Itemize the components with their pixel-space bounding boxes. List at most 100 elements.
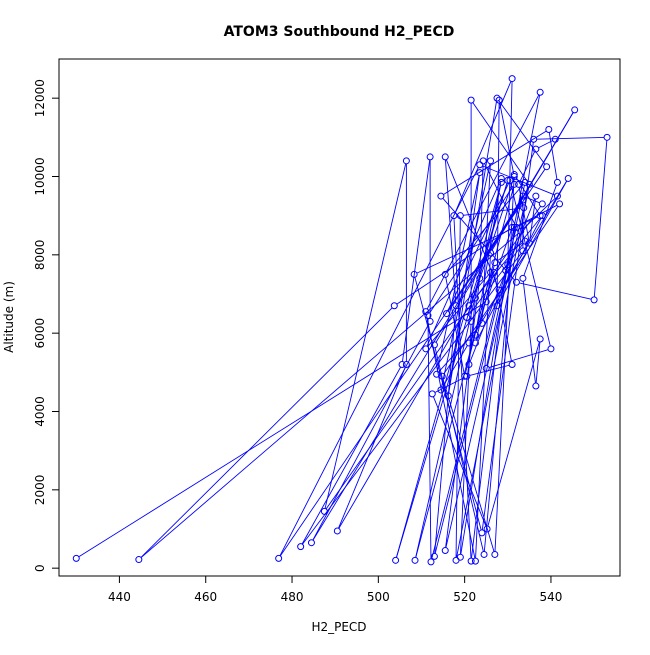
data-point — [532, 382, 540, 390]
series-segment — [456, 187, 530, 558]
data-point — [471, 339, 479, 347]
data-point — [553, 192, 561, 200]
series-segment — [481, 163, 491, 321]
data-point — [479, 157, 487, 165]
data-point — [487, 157, 495, 165]
y-tick-label: 4000 — [33, 396, 47, 427]
series-segment — [447, 168, 546, 312]
series-segment — [467, 179, 514, 315]
data-point — [497, 174, 505, 182]
data-point — [307, 539, 315, 547]
data-point — [519, 274, 527, 282]
series-segment — [460, 267, 508, 555]
data-point — [510, 223, 518, 231]
data-point — [463, 372, 471, 380]
series-segment — [469, 198, 536, 362]
data-point — [430, 341, 438, 349]
data-point — [482, 298, 490, 306]
data-point — [72, 554, 80, 562]
data-point — [510, 173, 518, 180]
data-point — [411, 556, 419, 564]
series-segment — [518, 187, 530, 241]
data-point — [525, 239, 533, 247]
series-segment — [455, 218, 461, 558]
y-tick-label: 2000 — [33, 475, 47, 506]
data-point — [547, 345, 555, 353]
y-tick-label: 12000 — [33, 79, 47, 117]
y-tick-label: 6000 — [33, 318, 47, 349]
data-point — [450, 212, 458, 220]
data-point — [465, 302, 473, 310]
data-point — [444, 392, 452, 400]
series-segment — [324, 163, 407, 509]
series-segment — [487, 341, 540, 527]
series-segment — [519, 151, 535, 182]
y-tick-label: 0 — [33, 564, 47, 572]
data-point — [478, 319, 486, 327]
data-point — [427, 558, 435, 566]
data-point — [422, 308, 430, 316]
series-segment — [140, 307, 393, 558]
series-segment — [468, 243, 524, 316]
data-point — [467, 96, 475, 104]
data-point — [135, 556, 143, 564]
series-segment — [525, 196, 540, 204]
series-segment — [468, 300, 476, 362]
data-point — [392, 556, 400, 564]
data-point — [506, 176, 514, 184]
series-segment — [460, 324, 472, 555]
series-segment — [395, 185, 501, 558]
data-point — [497, 178, 505, 186]
y-axis-label: Altitude (m) — [2, 281, 16, 353]
data-point — [402, 361, 410, 368]
y-axis: 0 2000 4000 6000 8000 10000 12000 — [33, 79, 60, 572]
series-segment — [446, 184, 524, 273]
series-segment — [482, 165, 555, 196]
data-point — [519, 196, 527, 204]
data-point — [443, 310, 451, 318]
data-point — [476, 161, 484, 169]
series-segment — [538, 140, 553, 149]
data-point — [564, 174, 572, 182]
data-point — [428, 390, 436, 398]
series-segment — [338, 367, 406, 529]
data-point — [603, 133, 611, 141]
data-point — [493, 94, 501, 102]
data-point — [426, 153, 434, 161]
data-point — [504, 261, 512, 269]
series-segment — [475, 181, 502, 333]
series-segment — [432, 396, 487, 527]
x-tick-label: 500 — [367, 590, 390, 604]
data-point — [512, 278, 520, 286]
x-axis-label: H2_PECD — [311, 620, 366, 634]
y-tick-label: 10000 — [33, 157, 47, 195]
series-segment — [463, 207, 521, 216]
series-segment — [454, 81, 512, 214]
data-point — [275, 554, 283, 562]
data-point — [508, 223, 516, 231]
series-segment — [472, 102, 529, 183]
data-point — [571, 106, 579, 114]
data-point — [590, 296, 598, 304]
series-segment — [78, 303, 484, 558]
data-point — [512, 223, 520, 231]
series-segment — [548, 132, 558, 180]
series-segment — [325, 206, 541, 510]
series-segment — [535, 341, 541, 384]
data-point — [410, 270, 418, 278]
data-point — [483, 525, 491, 533]
data-point — [495, 286, 503, 294]
series-segment — [312, 198, 522, 541]
series-segment — [497, 242, 523, 262]
data-point — [538, 212, 546, 220]
data-point — [536, 335, 544, 343]
chart-title: ATOM3 Southbound H2_PECD — [224, 24, 455, 40]
data-point — [504, 176, 512, 184]
series-segment — [435, 112, 574, 343]
data-point — [467, 557, 475, 565]
data-point — [536, 88, 544, 96]
data-point — [437, 386, 445, 394]
data-point — [320, 507, 328, 515]
series-segment — [301, 366, 402, 545]
data-point — [478, 529, 486, 537]
